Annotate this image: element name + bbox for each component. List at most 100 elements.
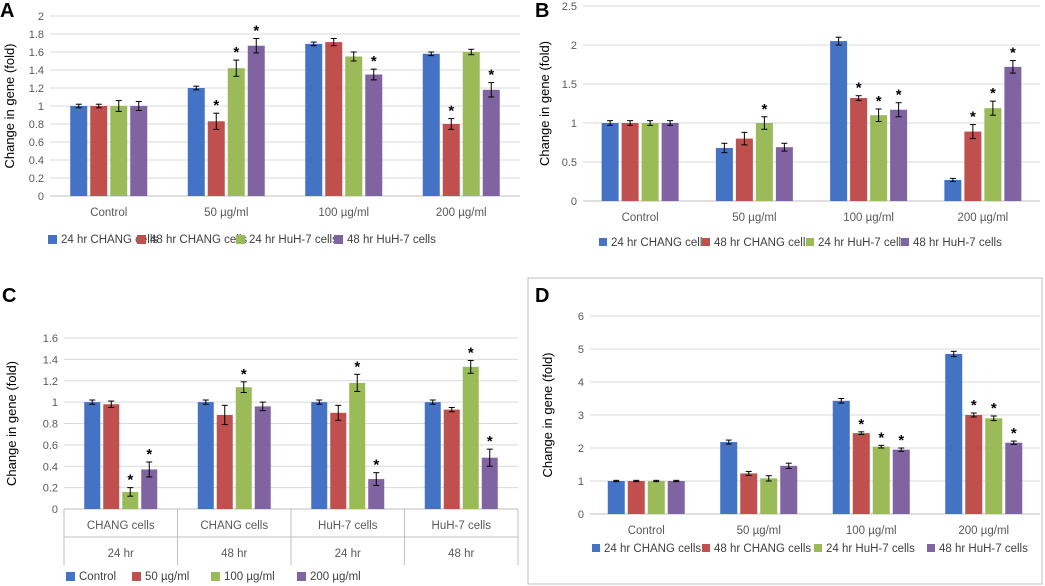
legend-swatch xyxy=(901,238,909,246)
chart-panel-a: A 0 0.2 0.4 0.6 0.8 1 1.2 1.4 1.6 1.8 2 Change in ge… xyxy=(0,0,520,246)
x-category-label: 50 µg/ml xyxy=(732,212,776,224)
legend-swatch xyxy=(66,572,75,581)
y-tick-label: 2 xyxy=(578,443,584,455)
bar xyxy=(70,106,88,196)
bar xyxy=(945,353,963,514)
legend-label: 48 hr CHANG cells xyxy=(714,237,811,249)
legend-swatch xyxy=(211,572,220,581)
bar xyxy=(103,404,120,509)
significance-star: * xyxy=(468,344,474,361)
panel-letter: C xyxy=(2,285,16,307)
x-category-label: Control xyxy=(622,212,659,224)
significance-star: * xyxy=(971,397,977,414)
bar xyxy=(481,457,498,509)
bar xyxy=(311,402,328,509)
legend-swatch xyxy=(814,544,822,552)
bar xyxy=(424,402,441,509)
legend-swatch xyxy=(236,235,245,244)
y-tick-label: 0.6 xyxy=(29,137,44,149)
legend-swatch xyxy=(592,544,600,552)
significance-star: * xyxy=(970,109,976,126)
x-category-label: 100 µg/ml xyxy=(318,207,369,219)
x-subcategory-label: 24 hr xyxy=(335,548,361,560)
significance-star: * xyxy=(373,457,379,474)
legend-swatch xyxy=(297,572,306,581)
legend-label: 24 hr HuH-7 cells xyxy=(818,237,907,249)
y-tick-label: 2.5 xyxy=(562,1,577,13)
bar xyxy=(830,41,848,201)
y-tick-label: 0 xyxy=(571,196,577,208)
bar xyxy=(852,433,870,514)
significance-star: * xyxy=(1011,425,1017,442)
bar xyxy=(90,106,108,196)
bar xyxy=(130,106,148,196)
bar xyxy=(442,124,460,196)
bar xyxy=(627,481,645,514)
x-category-label: 50 µg/ml xyxy=(204,207,248,219)
legend-label: 24 hr HuH-7 cells xyxy=(249,234,338,246)
bar xyxy=(462,52,480,196)
y-axis-label: Change in gene (fold) xyxy=(4,361,19,486)
significance-star: * xyxy=(488,67,494,84)
bar xyxy=(482,89,500,196)
bar xyxy=(122,491,139,509)
bar xyxy=(780,465,798,514)
x-category-label: 100 µg/ml xyxy=(846,525,897,537)
y-tick-label: 0.4 xyxy=(29,155,44,167)
bar xyxy=(110,106,128,196)
x-category-label: Control xyxy=(628,525,665,537)
bar xyxy=(735,138,753,201)
y-tick-label: 1 xyxy=(578,476,584,488)
bar xyxy=(216,414,233,509)
legend-swatch xyxy=(702,238,710,246)
bar xyxy=(870,115,888,201)
x-category-label: 50 µg/ml xyxy=(737,525,781,537)
y-tick-label: 0.2 xyxy=(43,483,58,495)
y-tick-label: 1.4 xyxy=(43,354,58,366)
legend-label: 50 µg/ml xyxy=(145,571,189,583)
panel-d-frame xyxy=(527,277,1043,585)
significance-star: * xyxy=(990,85,996,102)
y-tick-label: 0.6 xyxy=(43,440,58,452)
bar xyxy=(368,479,385,509)
significance-star: * xyxy=(896,87,902,104)
bar xyxy=(197,402,214,509)
bar xyxy=(965,415,983,514)
legend-label: 48 hr HuH-7 cells xyxy=(939,543,1028,555)
y-tick-label: 0 xyxy=(578,509,584,521)
x-category-label: 200 µg/ml xyxy=(958,212,1009,224)
legend-swatch xyxy=(334,235,343,244)
x-category-label: 100 µg/ml xyxy=(843,212,894,224)
bar xyxy=(740,473,758,514)
y-tick-label: 1 xyxy=(52,397,58,409)
y-tick-label: 0.4 xyxy=(43,461,58,473)
y-tick-label: 0.8 xyxy=(43,419,58,431)
bar xyxy=(254,406,271,509)
bar xyxy=(1004,66,1022,201)
panel-letter: A xyxy=(0,0,14,22)
bar xyxy=(641,123,659,201)
bar xyxy=(985,418,1003,514)
legend-swatch xyxy=(48,235,57,244)
significance-star: * xyxy=(487,433,493,450)
chart-panel-d: D 0 1 2 3 4 5 6 Change in gene (fold) Control 50 µ… xyxy=(535,285,1040,555)
significance-star: * xyxy=(233,44,239,61)
bar xyxy=(187,88,205,196)
y-tick-label: 3 xyxy=(578,410,584,422)
significance-star: * xyxy=(878,429,884,446)
bar xyxy=(832,400,850,514)
significance-star: * xyxy=(761,101,767,118)
bar xyxy=(365,74,383,196)
bar xyxy=(422,53,440,196)
y-tick-label: 1.2 xyxy=(43,376,58,388)
bar xyxy=(944,179,962,201)
bar xyxy=(325,42,343,196)
bar xyxy=(443,409,460,509)
y-axis-label: Change in gene (fold) xyxy=(537,41,552,166)
bar xyxy=(984,108,1002,201)
x-category-label: CHANG cells xyxy=(87,520,155,532)
x-category-label: CHANG cells xyxy=(200,520,268,532)
legend-swatch xyxy=(599,238,607,246)
legend-label: 24 hr CHANG cells xyxy=(604,543,701,555)
